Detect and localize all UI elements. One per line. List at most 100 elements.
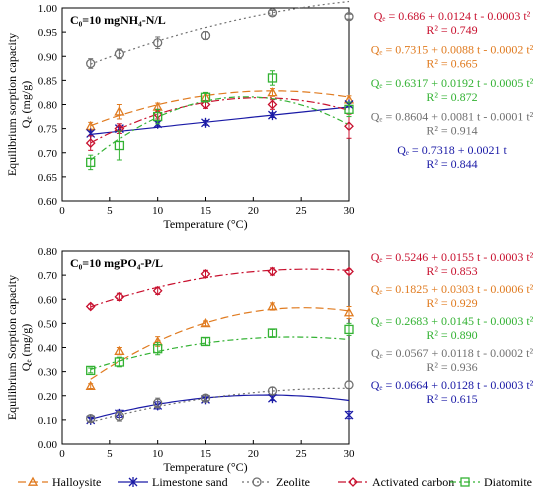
x-tick-label: 10 bbox=[152, 205, 164, 217]
x-tick-label: 20 bbox=[248, 205, 260, 217]
x-tick-label: 15 bbox=[200, 448, 212, 460]
y-axis-label: Equilibrium Sorption capacity bbox=[5, 275, 19, 420]
legend-label: Diatomite bbox=[484, 475, 532, 489]
y-tick-label: 0.80 bbox=[38, 246, 58, 258]
y-axis-label: Equilibrium sorption capacity bbox=[5, 33, 19, 176]
legend-marker bbox=[128, 477, 138, 487]
x-axis-label: Temperature (°C) bbox=[163, 460, 247, 474]
data-point-zeolite bbox=[86, 58, 96, 69]
equation-text: Qₑ = 0.7315 + 0.0088 t - 0.0002 t² bbox=[371, 43, 534, 57]
data-point-activated bbox=[200, 99, 211, 110]
fit-line-zeolite bbox=[90, 387, 349, 423]
legend-item-activated: Activated carbon bbox=[338, 475, 454, 489]
series-activated bbox=[85, 97, 354, 151]
y-axis-label-units: Qₑ (mg/g) bbox=[19, 81, 33, 128]
y-tick-label: 0.10 bbox=[38, 415, 58, 427]
r-squared-text: R² = 0.749 bbox=[426, 23, 477, 37]
panel-label: C₀=10 mgNH₄-N/L bbox=[70, 13, 166, 27]
equation-text: Qₑ = 0.0664 + 0.0128 t - 0.0003 t² bbox=[371, 378, 534, 392]
equation-text: Qₑ = 0.7318 + 0.0021 t bbox=[397, 143, 507, 157]
y-tick-label: 0.40 bbox=[38, 343, 58, 355]
legend-label: Activated carbon bbox=[372, 475, 454, 489]
fit-line-diatomite bbox=[90, 96, 350, 161]
y-tick-label: 0.65 bbox=[38, 172, 58, 184]
data-point-activated bbox=[344, 266, 354, 277]
fit-line-limestone bbox=[90, 394, 350, 420]
equation-text: Qₑ = 0.1825 + 0.0303 t - 0.0006 t² bbox=[371, 282, 534, 296]
data-point-activated bbox=[267, 266, 278, 277]
y-tick-label: 0.00 bbox=[38, 439, 58, 451]
x-tick-label: 0 bbox=[59, 448, 65, 460]
legend-marker bbox=[348, 477, 358, 487]
x-tick-label: 10 bbox=[152, 448, 164, 460]
legend-marker bbox=[252, 477, 262, 487]
data-point-diatomite bbox=[267, 328, 278, 338]
data-point-zeolite bbox=[267, 386, 278, 396]
series-diatomite bbox=[86, 70, 354, 171]
r-squared-text: R² = 0.665 bbox=[426, 57, 477, 71]
fit-line-limestone bbox=[90, 106, 350, 135]
equation-text: Qₑ = 0.2683 + 0.0145 t - 0.0003 t² bbox=[371, 314, 534, 328]
r-squared-text: R² = 0.890 bbox=[426, 328, 477, 342]
y-tick-label: 1.00 bbox=[38, 3, 58, 15]
data-point-zeolite bbox=[200, 393, 211, 403]
series-activated bbox=[85, 266, 354, 312]
y-tick-label: 0.90 bbox=[38, 51, 58, 63]
y-tick-label: 0.50 bbox=[38, 318, 58, 330]
data-point-diatomite bbox=[267, 73, 278, 83]
data-point-activated bbox=[200, 268, 211, 279]
legend-label: Zeolite bbox=[276, 475, 310, 489]
fit-line-halloysite bbox=[90, 90, 350, 127]
data-point-diatomite bbox=[200, 92, 211, 102]
data-point-diatomite bbox=[344, 324, 354, 335]
x-tick-label: 25 bbox=[296, 205, 308, 217]
data-point-zeolite bbox=[344, 380, 354, 390]
data-point-zeolite bbox=[267, 8, 278, 18]
y-tick-label: 0.70 bbox=[38, 148, 58, 160]
data-point-diatomite bbox=[153, 111, 163, 122]
legend-item-zeolite: Zeolite bbox=[242, 475, 310, 489]
equation-text: Qₑ = 0.0567 + 0.0118 t - 0.0002 t² bbox=[371, 346, 533, 360]
x-tick-label: 20 bbox=[248, 448, 260, 460]
data-point-zeolite bbox=[114, 49, 125, 59]
y-tick-label: 0.30 bbox=[38, 367, 58, 379]
r-squared-text: R² = 0.914 bbox=[426, 124, 477, 138]
data-point-zeolite bbox=[86, 414, 96, 424]
series-zeolite bbox=[86, 380, 354, 424]
r-squared-text: R² = 0.844 bbox=[426, 157, 477, 171]
data-point-diatomite bbox=[200, 336, 211, 347]
data-point-limestone bbox=[344, 410, 354, 421]
data-point-halloysite bbox=[267, 301, 278, 311]
fit-line-diatomite bbox=[90, 336, 350, 370]
data-point-halloysite bbox=[85, 380, 96, 390]
data-point-halloysite bbox=[343, 307, 355, 317]
series-zeolite bbox=[86, 0, 354, 69]
equation-text: Qₑ = 0.686 + 0.0124 t - 0.0003 t² bbox=[374, 9, 531, 23]
y-axis-label-units: Qₑ (mg/g) bbox=[19, 324, 33, 371]
y-tick-label: 0.75 bbox=[38, 124, 58, 136]
equation-text: Qₑ = 0.6317 + 0.0192 t - 0.0005 t² bbox=[371, 76, 534, 90]
data-point-halloysite bbox=[267, 87, 278, 97]
data-point-halloysite bbox=[114, 345, 125, 355]
series-halloysite bbox=[85, 301, 355, 390]
data-point-limestone bbox=[268, 110, 277, 121]
data-point-activated bbox=[267, 99, 278, 110]
data-point-limestone bbox=[201, 117, 210, 128]
series-limestone bbox=[86, 393, 354, 425]
data-point-diatomite bbox=[114, 140, 125, 151]
r-squared-text: R² = 0.929 bbox=[426, 296, 477, 310]
y-tick-label: 0.95 bbox=[38, 27, 58, 39]
data-point-activated bbox=[85, 138, 96, 149]
y-tick-label: 0.60 bbox=[38, 294, 58, 306]
equation-text: Qₑ = 0.5246 + 0.0155 t - 0.0003 t² bbox=[371, 250, 534, 264]
legend-marker bbox=[27, 476, 39, 486]
x-tick-label: 5 bbox=[107, 448, 113, 460]
data-point-activated bbox=[114, 291, 125, 302]
r-squared-text: R² = 0.872 bbox=[426, 90, 477, 104]
data-point-diatomite bbox=[114, 357, 125, 367]
r-squared-text: R² = 0.853 bbox=[426, 264, 477, 278]
x-axis-label: Temperature (°C) bbox=[163, 217, 247, 231]
panel-po4: 0.00 0.10 0.20 0.30 0.40 0.50 0.60 0.70 0.80 0 5 10… bbox=[5, 246, 534, 474]
